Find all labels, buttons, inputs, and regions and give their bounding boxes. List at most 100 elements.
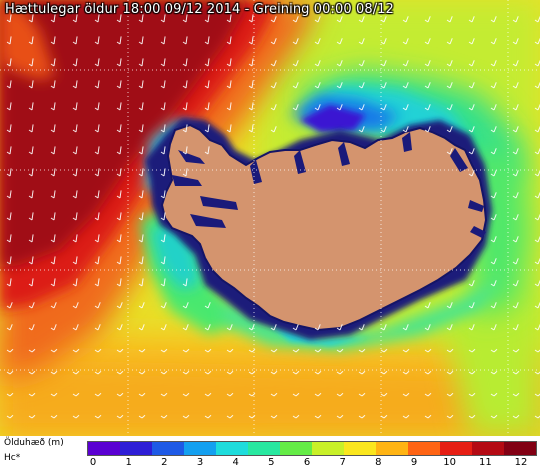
wave-arrow xyxy=(119,234,122,243)
wave-arrow-head xyxy=(336,19,341,23)
wave-arrow xyxy=(493,370,498,375)
wave-arrow-head xyxy=(314,327,319,331)
wave-arrow-head xyxy=(28,261,33,265)
wave-arrow xyxy=(53,36,56,45)
wave-arrow-head xyxy=(248,129,253,133)
wave-arrow-head xyxy=(28,349,33,353)
wave-arrow xyxy=(449,60,453,67)
wave-arrow xyxy=(75,102,78,111)
wave-arrow-head xyxy=(292,19,297,23)
wave-arrow-head xyxy=(72,283,77,287)
legend-tick-label: 7 xyxy=(339,457,346,468)
wave-arrow xyxy=(361,82,365,89)
wave-arrow-head xyxy=(204,371,209,375)
wave-arrow xyxy=(471,302,475,309)
wave-arrow-head xyxy=(534,151,539,155)
wave-arrow-head xyxy=(534,129,539,133)
wave-arrow xyxy=(75,124,78,133)
wave-arrow xyxy=(163,324,167,331)
wave-arrow xyxy=(493,258,497,265)
wave-arrow-head xyxy=(50,173,55,177)
wave-arrow xyxy=(427,414,432,419)
wave-arrow xyxy=(339,348,344,353)
wave-arrow-head xyxy=(534,415,539,419)
wave-arrow xyxy=(119,278,122,287)
wave-arrow xyxy=(295,82,299,89)
wave-arrow xyxy=(273,104,277,111)
wave-arrow-head xyxy=(490,371,495,375)
wave-arrow-head xyxy=(138,41,143,45)
legend-tick-label: 12 xyxy=(514,457,528,468)
wave-arrow-head xyxy=(534,217,539,221)
wave-arrow-head xyxy=(116,261,121,265)
wave-arrow-head xyxy=(160,63,165,67)
wave-arrow-head xyxy=(490,107,495,111)
wave-arrow xyxy=(163,302,167,309)
wave-arrow-head xyxy=(94,129,99,133)
wave-arrow xyxy=(31,190,34,199)
wave-arrow xyxy=(273,348,278,353)
wave-arrow xyxy=(97,36,100,45)
wave-arrow-head xyxy=(94,173,99,177)
wave-arrow-head xyxy=(512,393,517,397)
wave-arrow-head xyxy=(94,151,99,155)
wave-arrow-head xyxy=(270,393,275,397)
wave-arrow-head xyxy=(380,129,385,133)
wave-arrow xyxy=(97,146,100,155)
wave-arrow-head xyxy=(490,195,495,199)
wave-arrow-head xyxy=(6,283,11,287)
wave-arrow xyxy=(75,168,78,177)
wave-arrow xyxy=(273,324,277,331)
wave-arrow-head xyxy=(380,393,385,397)
wave-arrow-head xyxy=(182,305,187,309)
wave-arrow xyxy=(251,58,254,67)
wave-arrow-head xyxy=(160,371,165,375)
wave-arrow xyxy=(75,414,80,419)
wave-arrow xyxy=(207,36,210,45)
wave-arrow-head xyxy=(28,239,33,243)
wave-arrow-head xyxy=(468,129,473,133)
wave-arrow xyxy=(515,214,519,221)
wave-arrow-head xyxy=(160,393,165,397)
wave-arrow-head xyxy=(468,371,473,375)
wave-arrow-head xyxy=(94,371,99,375)
wave-arrow xyxy=(273,38,277,45)
wave-arrow xyxy=(185,36,188,45)
wave-arrow xyxy=(31,80,34,89)
wave-arrow xyxy=(449,148,453,155)
wave-arrow xyxy=(53,302,57,309)
wave-arrow-head xyxy=(160,173,165,177)
wave-arrow-head xyxy=(468,393,473,397)
wave-arrow xyxy=(317,38,321,45)
wave-arrow xyxy=(207,370,212,375)
wave-arrow xyxy=(97,212,100,221)
wave-arrow xyxy=(31,234,34,243)
wave-arrow-head xyxy=(182,85,187,89)
wave-arrow-head xyxy=(446,19,451,23)
legend-tick-label: 9 xyxy=(410,457,418,468)
wave-arrow-head xyxy=(380,19,385,23)
wave-arrow xyxy=(317,16,321,23)
wave-arrow-head xyxy=(424,41,429,45)
wave-arrow xyxy=(185,414,190,419)
wave-arrow xyxy=(9,370,14,375)
wave-arrow xyxy=(493,236,497,243)
wave-arrow-head xyxy=(28,371,33,375)
wave-arrow-head xyxy=(534,173,539,177)
wave-arrow xyxy=(185,146,188,155)
wave-arrow xyxy=(207,80,210,89)
wave-arrow-head xyxy=(182,349,187,353)
wave-arrow xyxy=(141,36,144,45)
wave-arrow-head xyxy=(182,173,187,177)
wave-arrow-head xyxy=(72,19,77,23)
wave-arrow xyxy=(9,212,12,221)
wave-arrow xyxy=(515,38,519,45)
wave-arrow xyxy=(449,302,453,309)
wave-arrow-head xyxy=(446,393,451,397)
wave-arrow-head xyxy=(138,349,143,353)
wave-arrow xyxy=(273,414,278,419)
wave-arrow xyxy=(273,392,278,397)
wave-arrow xyxy=(317,370,322,375)
wave-arrow-head xyxy=(72,107,77,111)
wave-arrow xyxy=(361,370,366,375)
